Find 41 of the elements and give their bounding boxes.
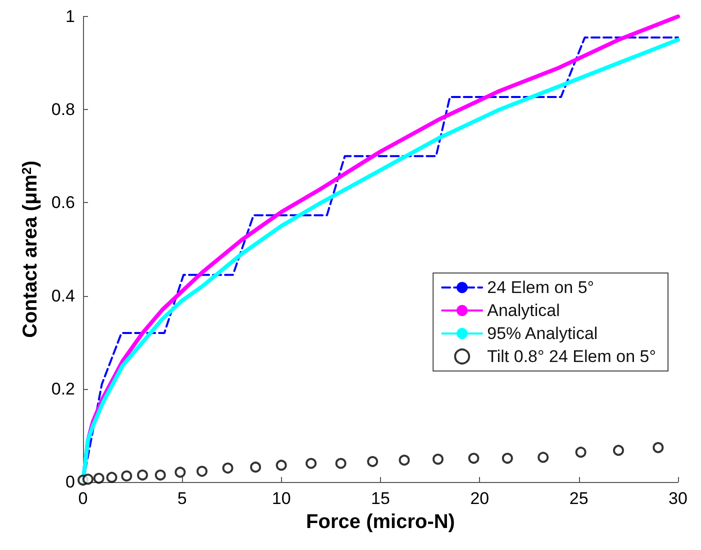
- x-tick-label: 20: [470, 489, 490, 508]
- y-tick-label: 1: [66, 7, 75, 26]
- point: [196, 466, 208, 477]
- point: [106, 472, 118, 483]
- point: [306, 458, 317, 469]
- point: [335, 458, 346, 469]
- point: [367, 456, 378, 468]
- y-axis-title: Contact area (μm2): [18, 160, 42, 338]
- point: [137, 470, 148, 481]
- point: [93, 472, 104, 484]
- y-tick-label: 0: [66, 472, 75, 492]
- x-tick-label: 0: [78, 489, 88, 508]
- point: [276, 460, 287, 471]
- point: [174, 466, 186, 478]
- point: [613, 444, 624, 456]
- point: [652, 442, 664, 454]
- point: [398, 454, 410, 466]
- point: [468, 452, 480, 464]
- y-tick-label: 0.4: [51, 286, 75, 306]
- legend-label: 95% Analytical: [487, 324, 598, 343]
- y-tick-label: 0.8: [51, 100, 75, 120]
- point: [222, 462, 234, 474]
- point: [432, 454, 444, 465]
- point: [121, 470, 132, 482]
- x-tick-label: 5: [177, 489, 187, 508]
- point: [250, 462, 262, 473]
- legend-label: 24 Elem on 5°: [487, 278, 594, 297]
- x-tick-label: 30: [668, 489, 688, 508]
- point: [82, 474, 94, 485]
- x-tick-label: 25: [569, 489, 588, 508]
- y-tick-label: 0.2: [51, 379, 75, 398]
- x-axis-title: Force (micro-N): [306, 511, 455, 533]
- point: [575, 446, 586, 458]
- point: [154, 470, 166, 481]
- y-tick-label: 0.6: [51, 193, 75, 212]
- x-tick-label: 15: [371, 489, 390, 508]
- point: [502, 452, 513, 464]
- legend-label: Tilt 0.8° 24 Elem on 5°: [487, 347, 656, 366]
- point: [538, 452, 549, 463]
- legend-label: Analytical: [487, 301, 560, 320]
- x-tick-label: 10: [272, 489, 291, 508]
